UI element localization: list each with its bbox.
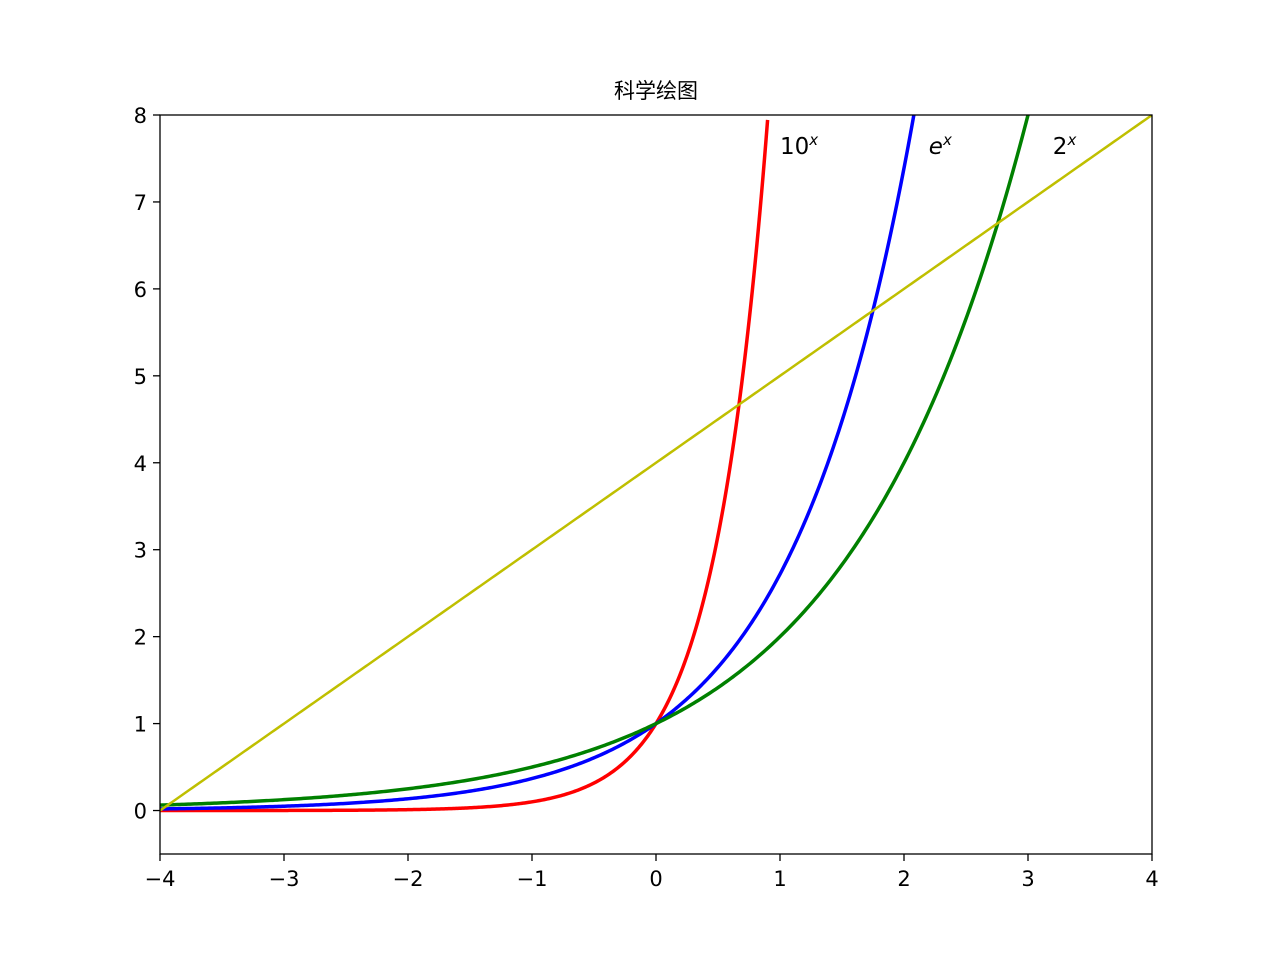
- series-line-2: [160, 115, 1030, 807]
- x-tick-label: 4: [1145, 867, 1158, 891]
- y-tick-label: 1: [134, 713, 147, 737]
- chart-title: 科学绘图: [614, 79, 698, 103]
- y-tick-label: 4: [134, 452, 147, 476]
- annotations: 10x ex 2x: [780, 131, 1076, 160]
- plot-frame: [159, 114, 1153, 855]
- x-tick-label: −3: [269, 867, 300, 891]
- series-line-1: [160, 115, 916, 811]
- series-layer: [160, 115, 1152, 813]
- x-tick-label: −1: [517, 867, 548, 891]
- y-tick-label: 6: [134, 278, 147, 302]
- series-line-0: [160, 119, 770, 813]
- x-tick-label: 2: [897, 867, 910, 891]
- curve-annotation-0: 10x: [780, 131, 818, 160]
- x-tick-label: 1: [773, 867, 786, 891]
- x-tick-label: 0: [649, 867, 662, 891]
- x-tick-label: −2: [393, 867, 424, 891]
- y-tick-label: 5: [134, 365, 147, 389]
- y-axis: 0 1 2 3 4 5 6 7 8: [134, 104, 160, 824]
- y-tick-label: 8: [134, 104, 147, 128]
- y-tick-label: 7: [134, 191, 147, 215]
- y-tick-label: 2: [134, 626, 147, 650]
- y-tick-label: 0: [134, 800, 147, 824]
- series-line-3: [160, 115, 1152, 812]
- curve-annotation-1: ex: [929, 131, 952, 160]
- curve-annotation-2: 2x: [1053, 131, 1077, 160]
- y-tick-label: 3: [134, 539, 147, 563]
- x-tick-label: 3: [1021, 867, 1034, 891]
- x-tick-label: −4: [145, 867, 176, 891]
- x-axis: −4 −3 −2 −1 0 1 2 3 4: [145, 854, 1159, 891]
